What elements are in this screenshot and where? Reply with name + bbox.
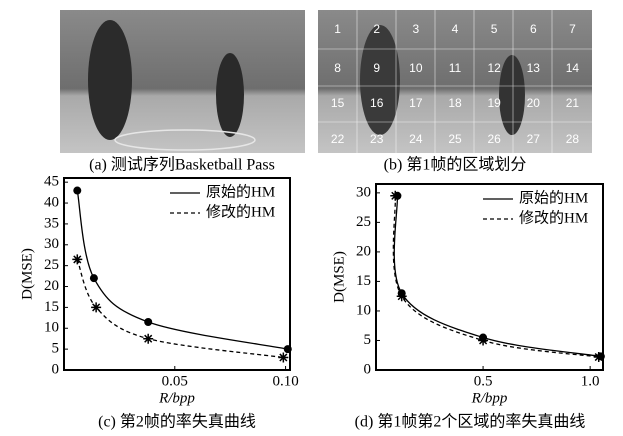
y-tick-label: 25 (356, 214, 371, 230)
legend-label: 修改的HM (206, 203, 275, 220)
figure: (a) 测试序列Basketball Pass(b) 第1帧的区域划分12345… (0, 0, 623, 436)
marker (143, 334, 153, 344)
y-tick-label: 10 (44, 320, 59, 336)
y-tick-label: 35 (44, 215, 59, 231)
region-label: 19 (487, 96, 501, 110)
y-tick-label: 20 (356, 243, 371, 259)
region-label: 4 (452, 22, 459, 36)
region-label: 26 (487, 132, 501, 146)
y-tick-label: 15 (44, 299, 59, 315)
region-label: 22 (331, 132, 345, 146)
region-label: 24 (409, 132, 423, 146)
region-label: 28 (566, 132, 580, 146)
marker (284, 345, 292, 353)
region-label: 20 (527, 96, 541, 110)
x-axis-label: R/bpp (158, 390, 195, 406)
x-tick-label: 0.5 (474, 373, 493, 389)
y-tick-label: 40 (44, 194, 59, 210)
region-label: 11 (449, 61, 462, 75)
region-label: 8 (334, 61, 341, 75)
marker (73, 187, 81, 195)
legend-label: 原始的HM (206, 183, 275, 200)
region-label: 21 (566, 96, 580, 110)
y-tick-label: 25 (44, 257, 59, 273)
caption: (a) 测试序列Basketball Pass (89, 156, 275, 174)
region-label: 25 (448, 132, 462, 146)
y-tick-label: 0 (364, 361, 372, 377)
marker (90, 274, 98, 282)
y-tick-label: 45 (44, 174, 59, 190)
region-label: 12 (487, 61, 501, 75)
region-label: 23 (370, 132, 384, 146)
y-tick-label: 20 (44, 278, 59, 294)
y-tick-label: 5 (364, 332, 372, 348)
marker (144, 318, 152, 326)
marker (91, 302, 101, 312)
caption: (c) 第2帧的率失真曲线 (98, 413, 256, 431)
caption: (d) 第1帧第2个区域的率失真曲线 (355, 413, 586, 431)
marker (594, 352, 604, 362)
region-label: 3 (413, 22, 420, 36)
region-label: 18 (448, 96, 462, 110)
y-tick-label: 10 (356, 302, 371, 318)
region-label: 17 (409, 96, 423, 110)
x-axis-label: R/bpp (471, 390, 508, 406)
x-tick-label: 0.10 (272, 373, 298, 389)
region-label: 1 (334, 22, 341, 36)
marker (390, 191, 400, 201)
x-tick-label: 0.05 (162, 373, 188, 389)
marker (397, 291, 407, 301)
legend-label: 原始的HM (519, 189, 588, 206)
region-label: 16 (370, 96, 384, 110)
y-axis-label: D(MSE) (331, 251, 347, 303)
marker (72, 254, 82, 264)
region-label: 10 (409, 61, 423, 75)
y-axis-label: D(MSE) (19, 248, 35, 300)
marker (278, 352, 288, 362)
y-tick-label: 5 (52, 341, 60, 357)
legend-label: 修改的HM (519, 209, 588, 226)
region-label: 15 (331, 96, 345, 110)
region-label: 7 (569, 22, 576, 36)
y-tick-label: 30 (356, 184, 371, 200)
y-tick-label: 0 (52, 361, 60, 377)
region-label: 5 (491, 22, 498, 36)
x-tick-label: 1.0 (581, 373, 600, 389)
y-tick-label: 30 (44, 236, 59, 252)
caption: (b) 第1帧的区域划分 (384, 156, 527, 174)
region-label: 13 (527, 61, 541, 75)
region-label: 2 (373, 22, 380, 36)
region-label: 27 (527, 132, 541, 146)
marker (478, 335, 488, 345)
region-label: 9 (373, 61, 380, 75)
region-label: 6 (530, 22, 537, 36)
photo-a (60, 10, 305, 153)
region-label: 14 (566, 61, 580, 75)
y-tick-label: 15 (356, 273, 371, 289)
